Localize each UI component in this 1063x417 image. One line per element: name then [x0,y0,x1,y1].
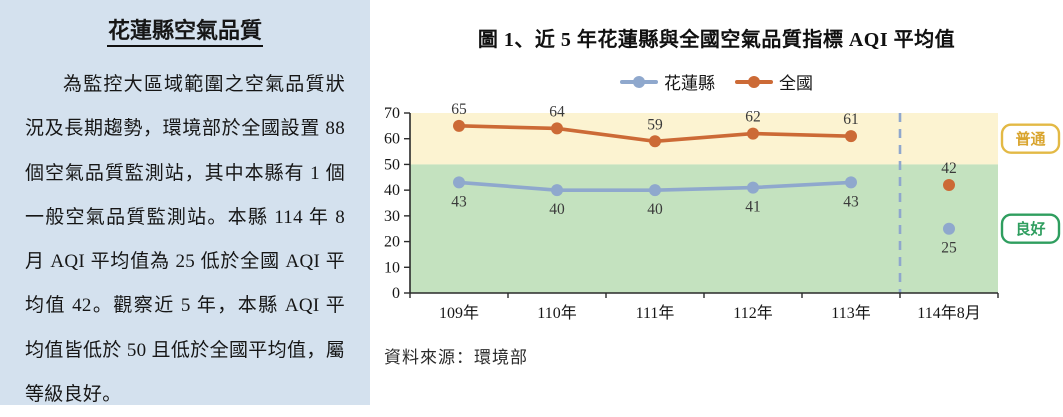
x-axis-category-label: 110年 [537,304,576,322]
summary-panel: 花蓮縣空氣品質 為監控大區域範圍之空氣品質狀況及長期趨勢，環境部於全國設置 88… [0,0,370,405]
y-axis-tick-label: 10 [384,259,400,276]
legend-line-marker-icon [735,75,773,88]
panel-body-text: 為監控大區域範圍之空氣品質狀況及長期趨勢，環境部於全國設置 88 個空氣品質監測… [25,74,345,405]
chart-source: 資料來源：環境部 [384,348,528,367]
page: 花蓮縣空氣品質 為監控大區域範圍之空氣品質狀況及長期趨勢，環境部於全國設置 88… [0,0,1063,405]
data-label-nationwide: 64 [549,103,565,120]
legend-item-hualien-county: 花蓮縣 [620,69,715,94]
data-label-nationwide: 61 [843,111,859,128]
x-axis-category-label: 109年 [439,304,479,322]
panel-title-row: 花蓮縣空氣品質 [25,14,345,47]
series-marker-nationwide [845,130,857,143]
series-marker-hualien-county [845,176,857,189]
data-label-nationwide: 62 [745,109,761,126]
data-label-hualien-county: 40 [647,201,663,218]
series-marker-nationwide [943,179,955,191]
panel-title: 花蓮縣空氣品質 [106,18,263,47]
x-axis-category-label: 113年 [831,304,870,322]
chart-section: 圖 1、近 5 年花蓮縣與全國空氣品質指標 AQI 平均值 花蓮縣 全國 普通良好… [370,0,1063,405]
series-marker-nationwide [649,135,661,148]
zone-badge-moderate [1000,123,1061,154]
x-axis-category-label: 114年8月 [917,304,980,322]
series-marker-nationwide [551,122,563,135]
y-axis-tick-label: 70 [384,105,400,122]
zone-badge-good [1000,213,1061,244]
y-axis-tick-label: 40 [384,182,400,199]
legend-item-nationwide: 全國 [735,69,813,94]
chart-legend: 花蓮縣 全國 [370,69,1063,94]
y-axis-tick-label: 30 [384,208,400,225]
data-label-hualien-county: 43 [451,193,467,210]
y-axis-tick-label: 60 [384,131,400,148]
legend-line-marker-icon [620,75,658,88]
y-axis-tick-label: 50 [384,156,400,173]
data-label-nationwide: 65 [451,101,467,118]
series-marker-hualien-county [551,184,563,197]
series-marker-nationwide [747,127,759,140]
legend-dot-icon [748,75,760,88]
legend-dot-icon [633,75,645,88]
series-marker-hualien-county [453,176,465,189]
legend-label: 全國 [779,74,813,93]
data-label-nationwide: 42 [941,160,957,177]
x-axis-category-label: 111年 [636,304,675,322]
series-marker-hualien-county [747,181,759,194]
data-label-hualien-county: 25 [941,240,957,257]
y-axis-tick-label: 0 [392,285,400,302]
data-label-hualien-county: 40 [549,201,565,218]
legend-label: 花蓮縣 [664,74,715,93]
series-marker-nationwide [453,119,465,132]
series-marker-hualien-county [943,222,955,235]
series-marker-hualien-county [649,184,661,197]
data-label-hualien-county: 43 [843,193,859,210]
chart-title: 圖 1、近 5 年花蓮縣與全國空氣品質指標 AQI 平均值 [477,29,956,51]
x-axis-category-label: 112年 [733,304,772,322]
zone-badge-label-moderate: 普通 [1015,130,1045,148]
data-label-nationwide: 59 [647,116,663,133]
zone-badge-label-good: 良好 [1015,220,1045,238]
data-label-hualien-county: 41 [745,199,761,216]
y-axis-tick-label: 20 [384,234,400,251]
